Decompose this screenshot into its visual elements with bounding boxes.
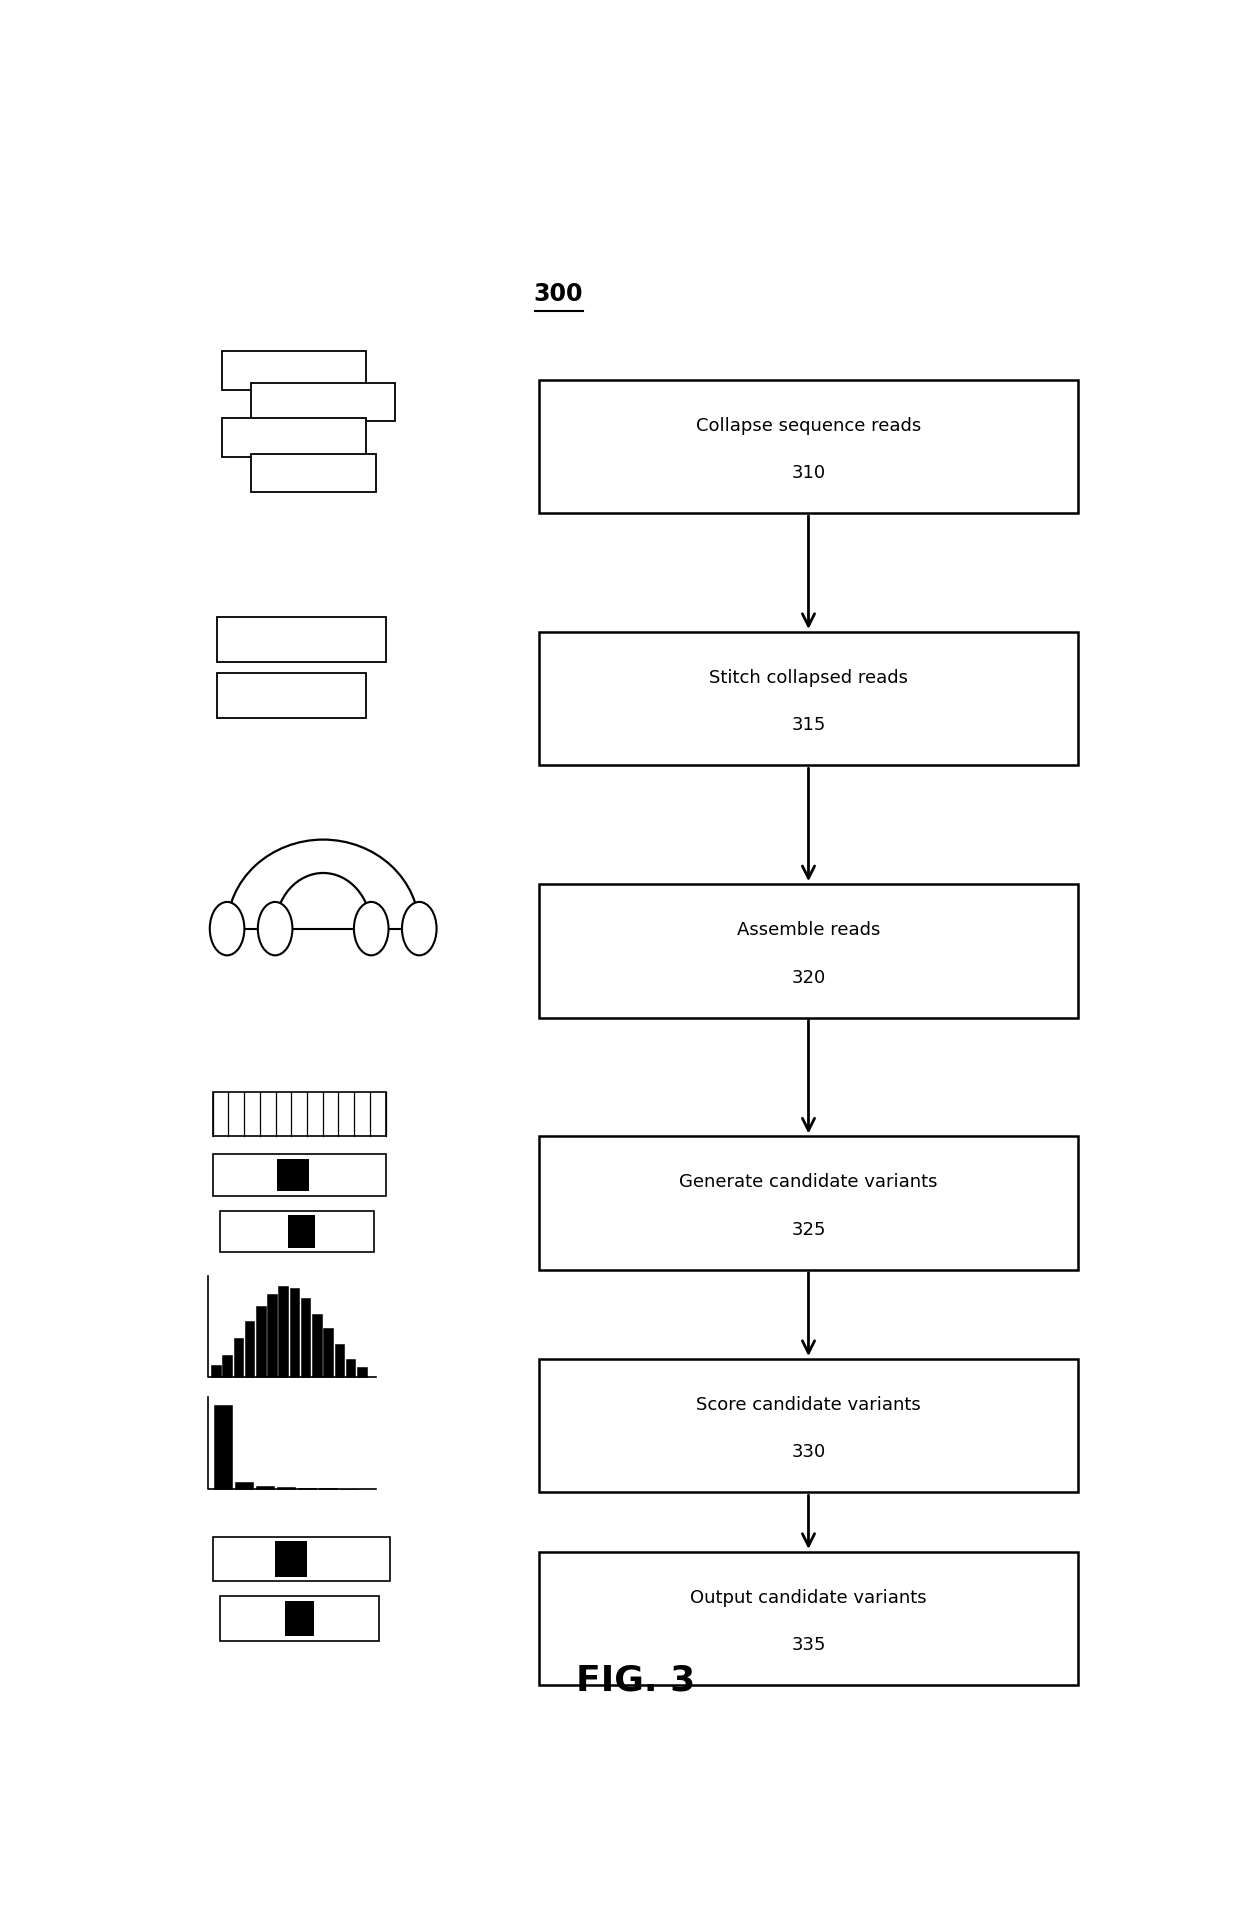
Text: 300: 300 xyxy=(534,281,583,306)
Text: FIG. 3: FIG. 3 xyxy=(575,1663,696,1698)
Bar xyxy=(213,1538,391,1582)
Bar xyxy=(539,884,1078,1017)
Bar xyxy=(233,1339,243,1376)
Bar xyxy=(211,1364,221,1376)
Bar xyxy=(213,1093,386,1137)
Bar xyxy=(346,1359,356,1376)
Bar xyxy=(217,673,367,719)
Text: Assemble reads: Assemble reads xyxy=(737,921,880,938)
Bar xyxy=(215,1405,232,1490)
Text: Generate candidate variants: Generate candidate variants xyxy=(680,1174,937,1191)
Bar xyxy=(357,1366,367,1376)
Text: Output candidate variants: Output candidate variants xyxy=(691,1588,926,1607)
Bar xyxy=(278,1488,295,1490)
Text: 325: 325 xyxy=(791,1222,826,1239)
Bar xyxy=(288,1216,315,1247)
Text: Stitch collapsed reads: Stitch collapsed reads xyxy=(709,669,908,686)
Bar xyxy=(217,617,386,661)
Bar xyxy=(539,1551,1078,1686)
Bar xyxy=(301,1299,310,1376)
Bar xyxy=(257,1307,265,1376)
Bar xyxy=(222,1355,232,1376)
Text: 310: 310 xyxy=(791,464,826,482)
Bar xyxy=(279,1285,288,1376)
Bar xyxy=(268,1295,277,1376)
Text: Collapse sequence reads: Collapse sequence reads xyxy=(696,416,921,436)
Bar xyxy=(335,1345,343,1376)
Bar xyxy=(236,1482,253,1490)
Bar xyxy=(222,351,367,389)
Bar xyxy=(250,383,396,422)
Bar xyxy=(257,1486,274,1490)
Bar xyxy=(221,1210,374,1253)
Bar xyxy=(277,1158,309,1191)
Bar xyxy=(244,1322,254,1376)
Bar xyxy=(250,455,376,493)
Circle shape xyxy=(210,902,244,956)
Bar xyxy=(539,1137,1078,1270)
Bar xyxy=(275,1542,306,1576)
Bar xyxy=(539,380,1078,513)
Bar xyxy=(213,1154,386,1195)
Text: 320: 320 xyxy=(791,969,826,987)
Circle shape xyxy=(402,902,436,956)
Bar xyxy=(539,1359,1078,1491)
Circle shape xyxy=(258,902,293,956)
Text: 330: 330 xyxy=(791,1443,826,1461)
Text: 315: 315 xyxy=(791,717,826,734)
Text: Score candidate variants: Score candidate variants xyxy=(696,1395,921,1414)
Bar xyxy=(324,1328,332,1376)
Bar xyxy=(285,1601,314,1636)
Circle shape xyxy=(353,902,388,956)
Bar xyxy=(290,1287,299,1376)
Bar xyxy=(312,1314,321,1376)
Bar xyxy=(539,632,1078,765)
Bar xyxy=(221,1596,379,1642)
Text: 335: 335 xyxy=(791,1636,826,1653)
Bar xyxy=(222,418,367,457)
